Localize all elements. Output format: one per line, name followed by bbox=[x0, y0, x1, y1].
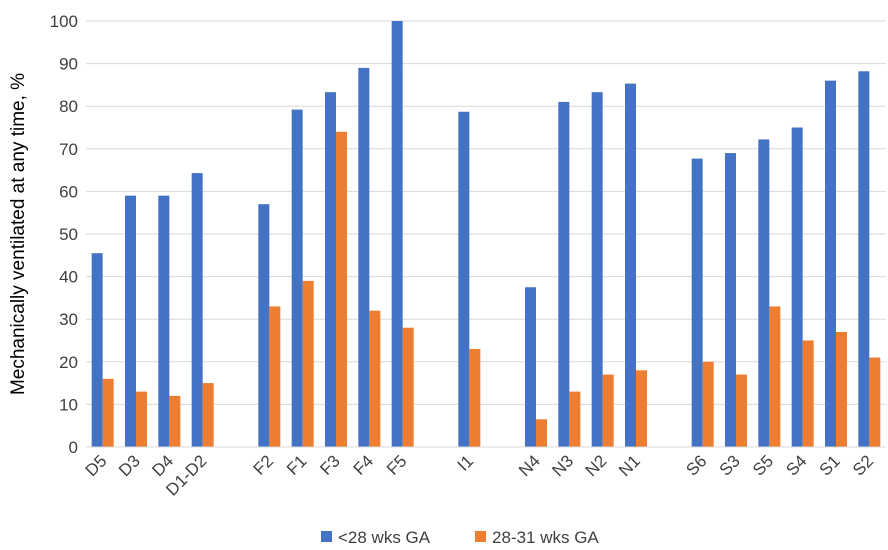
x-tick-label: N2 bbox=[582, 451, 611, 480]
bar-series-1 bbox=[158, 195, 170, 447]
bar-series-2 bbox=[602, 374, 614, 447]
bar-series-1 bbox=[325, 92, 336, 447]
y-tick-label: 50 bbox=[59, 225, 78, 244]
y-tick-label: 100 bbox=[50, 12, 78, 31]
bar-series-2 bbox=[736, 374, 747, 447]
bar-series-1 bbox=[391, 21, 403, 447]
bar-series-1 bbox=[125, 195, 136, 447]
legend-label-series-2: 28-31 wks GA bbox=[492, 528, 599, 547]
gridlines bbox=[86, 20, 886, 405]
bar-series-1 bbox=[258, 204, 270, 447]
y-tick-label: 70 bbox=[59, 140, 78, 159]
bar-series-2 bbox=[169, 395, 181, 447]
legend: <28 wks GA 28-31 wks GA bbox=[321, 528, 599, 547]
bar-series-2 bbox=[836, 331, 847, 447]
bar-series-2 bbox=[569, 391, 581, 447]
x-tick-label: S4 bbox=[782, 451, 810, 479]
bar-series-2 bbox=[336, 131, 347, 447]
bar-series-2 bbox=[369, 310, 381, 447]
x-tick-label: I1 bbox=[454, 451, 477, 474]
x-tick-label: N3 bbox=[548, 451, 577, 480]
bar-series-1 bbox=[625, 83, 636, 447]
bar-series-2 bbox=[636, 370, 647, 447]
x-tick-label: D3 bbox=[115, 451, 144, 480]
bar-series-1 bbox=[458, 111, 470, 447]
x-tick-label: S5 bbox=[749, 451, 777, 479]
y-axis-ticks: 0 10 20 30 40 50 60 70 80 90 100 bbox=[50, 12, 78, 457]
x-tick-label: S6 bbox=[682, 451, 710, 479]
x-tick-label: F2 bbox=[250, 451, 277, 478]
y-tick-label: 60 bbox=[59, 182, 78, 201]
y-tick-label: 80 bbox=[59, 97, 78, 116]
bar-series-1 bbox=[91, 253, 103, 447]
x-tick-label: N4 bbox=[515, 451, 544, 480]
bar-series-2 bbox=[802, 340, 814, 447]
bar-series-1 bbox=[758, 139, 770, 448]
y-tick-label: 20 bbox=[59, 353, 78, 372]
x-tick-label: D5 bbox=[82, 451, 111, 480]
legend-swatch-series-2 bbox=[475, 531, 486, 542]
x-tick-label: F1 bbox=[283, 451, 310, 478]
x-tick-label: F3 bbox=[316, 451, 343, 478]
bar-series-1 bbox=[691, 158, 703, 447]
bar-series-1 bbox=[191, 173, 203, 447]
bar-series-1 bbox=[725, 153, 736, 447]
bar-series-1 bbox=[858, 71, 870, 447]
x-tick-label: S1 bbox=[816, 451, 844, 479]
x-tick-label: S3 bbox=[716, 451, 744, 479]
bar-series-2 bbox=[536, 419, 547, 447]
bar-series-2 bbox=[402, 327, 414, 447]
legend-label-series-1: <28 wks GA bbox=[338, 528, 431, 547]
y-tick-label: 10 bbox=[59, 395, 78, 414]
y-tick-label: 30 bbox=[59, 310, 78, 329]
bar-series-2 bbox=[302, 280, 314, 447]
bar-series-1 bbox=[591, 92, 603, 447]
bar-series-2 bbox=[269, 306, 281, 447]
x-tick-label: S2 bbox=[849, 451, 877, 479]
legend-swatch-series-1 bbox=[321, 531, 332, 542]
bar-series-1 bbox=[358, 67, 370, 448]
y-tick-label: 0 bbox=[69, 438, 78, 457]
x-tick-label: F4 bbox=[350, 451, 377, 478]
bar-series-2 bbox=[702, 361, 714, 447]
bar-series-1 bbox=[558, 101, 570, 447]
bar-series-2 bbox=[869, 357, 881, 447]
bar-series-2 bbox=[769, 306, 781, 447]
x-tick-label: F5 bbox=[383, 451, 410, 478]
bar-series-1 bbox=[791, 127, 803, 447]
y-tick-label: 90 bbox=[59, 55, 78, 74]
bar-series-1 bbox=[525, 287, 536, 447]
bar-series-2 bbox=[136, 391, 147, 447]
y-axis-label: Mechanically ventilated at any time, % bbox=[8, 73, 29, 395]
bar-series-1 bbox=[291, 109, 303, 447]
bar-series-2 bbox=[202, 383, 214, 447]
bar-series-2 bbox=[469, 349, 481, 447]
bars bbox=[91, 21, 881, 448]
x-tick-label: N1 bbox=[615, 451, 644, 480]
bar-series-1 bbox=[825, 80, 836, 447]
y-tick-label: 40 bbox=[59, 268, 78, 287]
bar-series-2 bbox=[102, 378, 114, 447]
